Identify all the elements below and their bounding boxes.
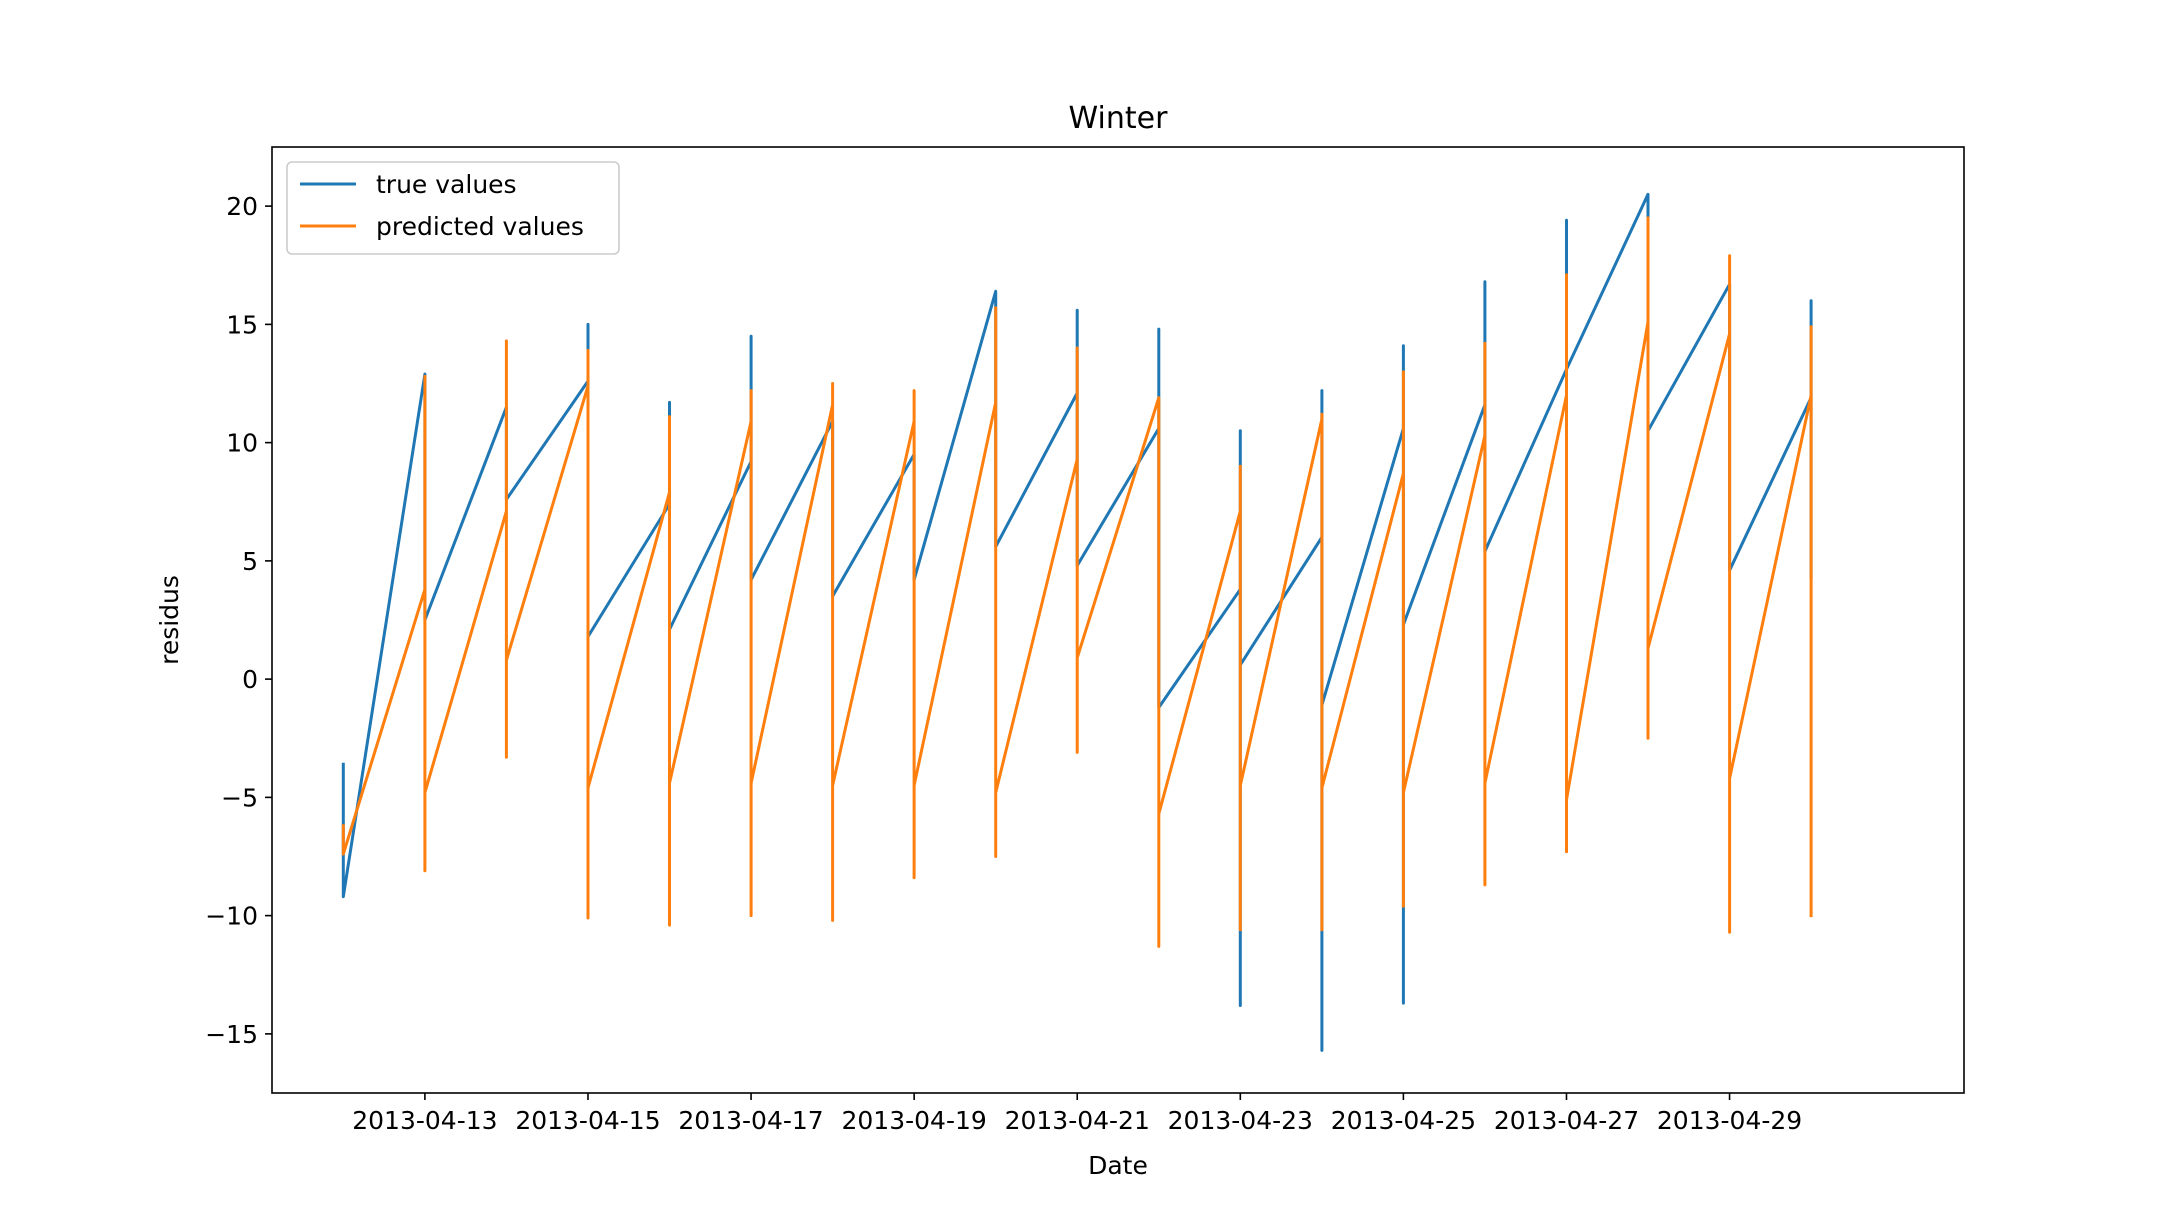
y-tick-label: 15 — [226, 310, 258, 339]
series-layer — [341, 192, 1813, 1052]
y-tick-label: 10 — [226, 429, 258, 458]
y-tick-label: −10 — [205, 902, 258, 931]
x-tick-label: 2013-04-19 — [841, 1106, 986, 1135]
x-tick-label: 2013-04-17 — [678, 1106, 823, 1135]
x-tick-label: 2013-04-15 — [515, 1106, 660, 1135]
x-tick-label: 2013-04-23 — [1168, 1106, 1313, 1135]
x-tick-label: 2013-04-13 — [352, 1106, 497, 1135]
y-tick-label: 0 — [242, 665, 258, 694]
y-tick-label: 5 — [242, 547, 258, 576]
legend-box — [286, 161, 620, 255]
x-tick-label: 2013-04-21 — [1005, 1106, 1150, 1135]
y-axis-label: residus — [155, 575, 184, 665]
legend: true values predicted values — [286, 161, 620, 255]
y-axis: −15 −10 −5 0 5 10 15 20 — [205, 192, 272, 1049]
series-line-predicted-values — [341, 216, 1813, 948]
x-tick-label: 2013-04-27 — [1494, 1106, 1639, 1135]
x-tick-label: 2013-04-25 — [1331, 1106, 1476, 1135]
y-tick-label: −5 — [221, 783, 258, 812]
chart-title: Winter — [1069, 101, 1169, 136]
legend-label-true-values: true values — [376, 170, 517, 199]
plot-frame — [271, 146, 1965, 1094]
x-axis-label: Date — [1088, 1151, 1148, 1180]
y-tick-label: −15 — [205, 1020, 258, 1049]
legend-label-predicted-values: predicted values — [376, 212, 584, 241]
y-tick-label: 20 — [226, 192, 258, 221]
x-tick-label: 2013-04-29 — [1657, 1106, 1802, 1135]
x-axis: 2013-04-13 2013-04-15 2013-04-17 2013-04-19… — [352, 1093, 1802, 1135]
